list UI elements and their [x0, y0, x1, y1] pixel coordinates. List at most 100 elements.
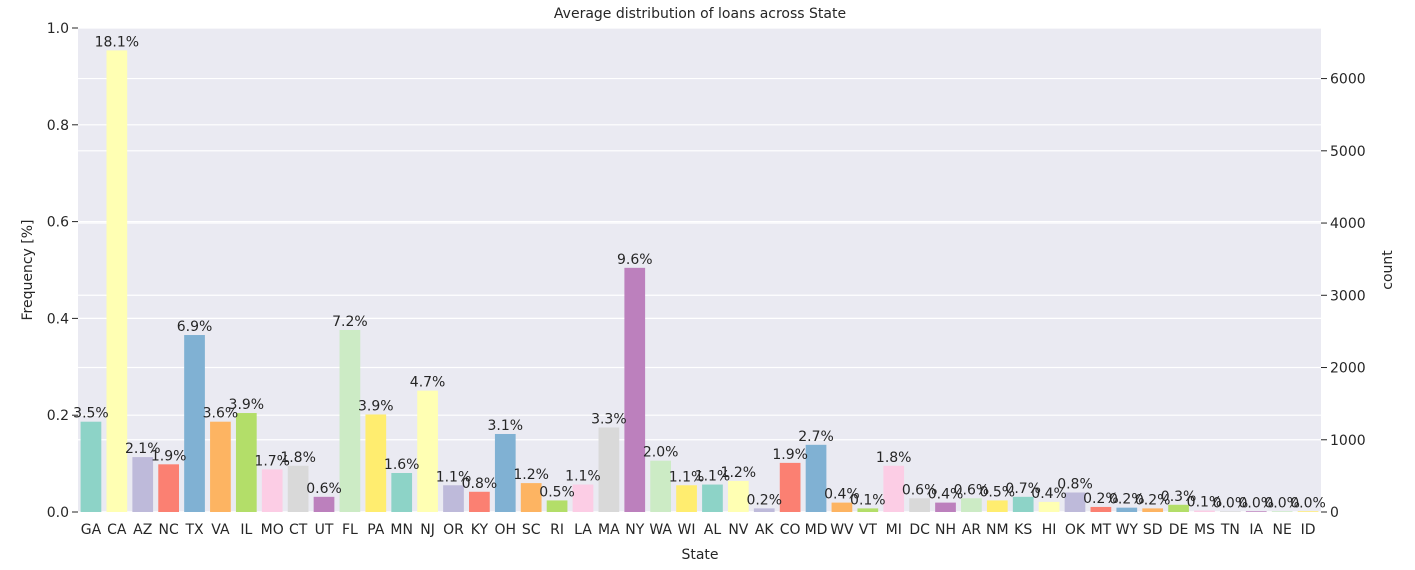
bar-ny: [624, 267, 646, 512]
bar-value-label: 1.9%: [772, 447, 808, 463]
bar-value-label: 1.8%: [280, 450, 316, 466]
y2-tick-label: 4000: [1330, 216, 1366, 232]
bar-value-label: 18.1%: [95, 34, 139, 50]
y2-tick-labels: 0 1000 2000 3000 4000 5000 6000: [1321, 72, 1366, 521]
bar-vt: [857, 508, 879, 512]
bar-labels: 3.5%18.1%2.1%1.9%6.9%3.6%3.9%1.7%1.8%0.6…: [73, 34, 1326, 511]
x-tick-label: OK: [1065, 522, 1086, 538]
x-tick-label: LA: [574, 522, 592, 538]
x-tick-label: MI: [886, 522, 902, 538]
bar-de: [1168, 504, 1189, 512]
x-tick-label: OR: [443, 522, 464, 538]
x-tick-label: MO: [261, 522, 284, 538]
grid-lines: [78, 27, 1321, 513]
x-tick-label: AR: [962, 522, 982, 538]
bar-ga: [80, 421, 102, 512]
x-tick-label: UT: [315, 522, 334, 538]
bar-mo: [261, 469, 283, 512]
bar-value-label: 0.8%: [1057, 476, 1093, 492]
bar-value-label: 0.8%: [462, 476, 498, 492]
y-tick-label: 0.8: [47, 118, 69, 134]
x-tick-label: IL: [240, 522, 252, 538]
x-tick-label: MN: [390, 522, 413, 538]
y-tick-labels: 0.0 0.2 0.4 0.6 0.8 1.0: [47, 21, 78, 521]
bar-value-label: 3.3%: [591, 411, 627, 427]
bar-value-label: 0.2%: [1135, 492, 1171, 508]
bar-value-label: 1.1%: [436, 469, 472, 485]
bar-value-label: 0.2%: [1083, 491, 1119, 507]
bar-value-label: 0.4%: [824, 487, 860, 503]
bar-ca: [106, 50, 128, 512]
bar-value-label: 4.7%: [410, 375, 446, 391]
x-tick-label: PA: [367, 522, 385, 538]
bar-value-label: 7.2%: [332, 314, 368, 330]
y2-tick-label: 2000: [1330, 361, 1366, 377]
x-tick-label: RI: [550, 522, 564, 538]
x-tick-label: CA: [107, 522, 127, 538]
x-tick-label: SC: [522, 522, 541, 538]
x-axis-label: State: [681, 547, 718, 563]
bar-value-label: 1.1%: [669, 469, 705, 485]
bar-ks: [1012, 496, 1034, 512]
bar-pa: [365, 414, 387, 512]
x-tick-label: KS: [1014, 522, 1032, 538]
y2-tick-label: 1000: [1330, 433, 1366, 449]
bar-fl: [339, 329, 361, 512]
bar-wa: [650, 460, 672, 512]
y-tick-label: 1.0: [47, 21, 69, 37]
x-tick-label: FL: [342, 522, 358, 538]
bar-value-label: 1.1%: [565, 469, 601, 485]
x-tick-label: VA: [211, 522, 230, 538]
y-tick-label: 0.0: [47, 505, 69, 521]
bar-value-label: 0.4%: [1031, 486, 1067, 502]
bar-ri: [546, 500, 568, 512]
bar-value-label: 0.4%: [928, 487, 964, 503]
bar-nh: [935, 502, 956, 512]
bar-value-label: 3.6%: [203, 406, 239, 422]
x-tick-label: KY: [471, 522, 489, 538]
y2-tick-label: 3000: [1330, 288, 1366, 304]
bar-va: [210, 421, 231, 512]
x-tick-label: DE: [1169, 522, 1189, 538]
bar-wv: [831, 502, 853, 512]
bar-value-label: 1.6%: [384, 457, 420, 473]
bar-or: [443, 485, 464, 512]
bar-value-label: 0.2%: [1109, 492, 1145, 508]
x-tick-label: GA: [81, 522, 102, 538]
bar-sd: [1142, 508, 1164, 512]
bar-value-label: 2.7%: [798, 429, 834, 445]
bar-oh: [494, 433, 516, 512]
bar-nm: [986, 500, 1008, 512]
bar-al: [702, 484, 723, 512]
x-tick-label: ID: [1301, 522, 1316, 538]
bar-mt: [1090, 506, 1112, 512]
x-tick-label: VT: [859, 522, 878, 538]
x-tick-label: HI: [1042, 522, 1057, 538]
bar-sc: [520, 483, 542, 512]
bar-value-label: 3.5%: [73, 406, 109, 422]
x-tick-label: MD: [805, 522, 828, 538]
bar-value-label: 0.5%: [539, 484, 575, 500]
x-tick-label: DC: [909, 522, 930, 538]
bar-value-label: 0.6%: [902, 482, 938, 498]
bar-dc: [909, 498, 930, 512]
bar-value-label: 1.7%: [254, 453, 290, 469]
bar-value-label: 2.1%: [125, 441, 161, 457]
bar-value-label: 0.0%: [1213, 495, 1249, 511]
bar-value-label: 0.3%: [1161, 489, 1197, 505]
bar-value-label: 1.1%: [695, 469, 731, 485]
bar-tx: [184, 335, 205, 512]
bar-value-label: 0.5%: [980, 484, 1016, 500]
bar-value-label: 0.1%: [1187, 495, 1223, 511]
bar-nc: [158, 464, 179, 512]
bar-az: [132, 457, 154, 512]
y-axis-label: Frequency [%]: [20, 219, 36, 320]
bar-wi: [676, 485, 697, 512]
bar-value-label: 0.0%: [1264, 495, 1300, 511]
x-tick-label: NJ: [420, 522, 435, 538]
bar-co: [779, 462, 801, 512]
bar-value-label: 0.2%: [746, 492, 782, 508]
x-tick-label: NE: [1272, 522, 1291, 538]
x-tick-label: MA: [598, 522, 620, 538]
